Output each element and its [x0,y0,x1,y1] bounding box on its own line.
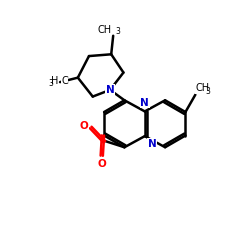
Text: N: N [106,85,114,95]
Text: H: H [51,76,58,86]
Text: O: O [97,159,106,169]
Text: C: C [61,76,68,86]
Text: CH: CH [97,24,111,34]
Text: 3: 3 [49,79,54,88]
Text: 3: 3 [206,87,210,96]
Text: CH: CH [195,84,210,94]
Text: N: N [140,98,149,108]
Text: N: N [148,138,156,148]
Text: 3: 3 [115,28,120,36]
Text: O: O [79,121,88,131]
